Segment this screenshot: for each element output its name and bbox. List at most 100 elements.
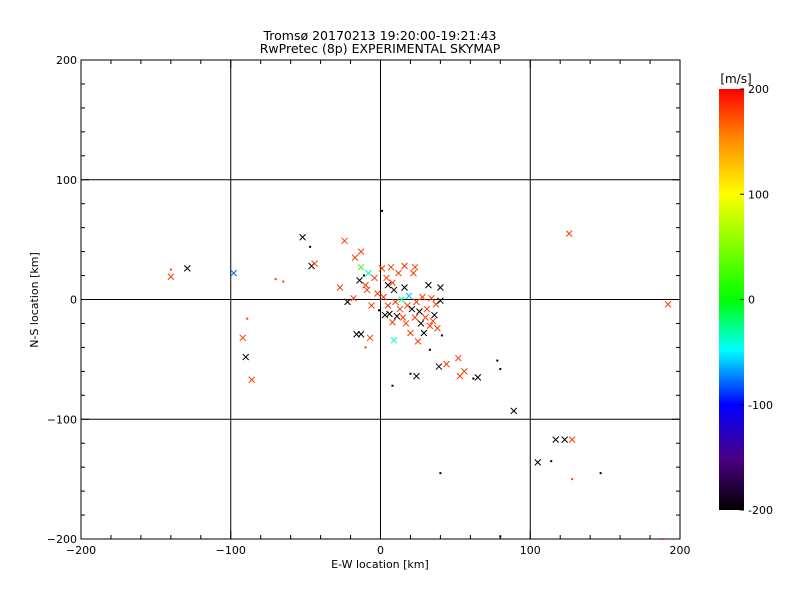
data-point-cross: [561, 436, 569, 443]
data-point-cross: [435, 363, 443, 370]
data-point-stroke: [390, 336, 398, 344]
data-point-stroke: [378, 265, 386, 272]
data-point-cross: [239, 334, 247, 342]
data-point-stroke: [398, 296, 405, 303]
data-point-cross: [414, 338, 422, 345]
data-point-stroke: [417, 320, 425, 327]
data-point-cross: [341, 237, 348, 245]
data-point-stroke: [422, 314, 429, 321]
data-point-cross: [405, 292, 413, 300]
data-point-cross: [344, 298, 351, 306]
x-tick-label: 100: [520, 544, 541, 557]
data-point-cross: [428, 294, 435, 302]
data-point-cross: [426, 322, 434, 330]
data-point-stroke: [393, 312, 401, 320]
data-point-stroke: [390, 286, 398, 294]
data-point-stroke: [413, 298, 420, 306]
data-point-stroke: [239, 334, 247, 342]
data-point-stroke: [356, 276, 363, 284]
data-point-cross: [413, 372, 420, 380]
x-axis-label: E-W location [km]: [331, 558, 429, 571]
data-point-stroke: [423, 305, 431, 313]
data-point-stroke: [386, 310, 393, 318]
data-point-cross: [474, 373, 482, 381]
data-point-stroke: [413, 372, 420, 380]
data-point-cross: [368, 302, 375, 309]
data-point-stroke: [396, 305, 404, 313]
data-point-stroke: [461, 367, 468, 375]
data-point-stroke: [371, 274, 378, 282]
data-point-stroke: [561, 436, 569, 443]
data-point-stroke: [383, 274, 390, 282]
data-point-cross: [183, 265, 191, 272]
data-point-dot: [309, 245, 312, 248]
data-point-stroke: [365, 269, 372, 277]
data-point-stroke: [425, 281, 432, 289]
data-point-cross: [363, 286, 371, 294]
data-point-stroke: [183, 265, 191, 272]
colorbar-tick-label: 200: [748, 83, 769, 96]
data-point-cross: [664, 300, 672, 308]
data-point-dot: [246, 317, 249, 320]
data-point-cross: [374, 290, 381, 297]
data-point-cross: [366, 334, 374, 342]
data-point-cross: [383, 274, 390, 282]
data-point-stroke: [407, 329, 414, 337]
data-point-stroke: [431, 311, 438, 319]
y-tick-label: 0: [70, 294, 77, 307]
data-point-stroke: [426, 322, 434, 330]
colorbar-tick-label: -100: [748, 399, 773, 412]
data-point-cross: [387, 263, 395, 271]
data-point-cross: [371, 274, 378, 282]
data-point-dot: [472, 377, 475, 380]
data-point-dot: [391, 384, 394, 387]
data-point-stroke: [299, 233, 306, 241]
data-point-cross: [408, 305, 416, 313]
data-point-stroke: [389, 279, 396, 287]
data-point-cross: [299, 233, 306, 241]
data-point-cross: [167, 273, 175, 281]
data-point-stroke: [416, 308, 423, 315]
data-point-stroke: [429, 317, 437, 325]
data-point-cross: [311, 260, 318, 267]
data-point-stroke: [437, 297, 444, 305]
data-point-stroke: [510, 407, 518, 415]
data-point-cross: [434, 324, 441, 332]
data-point-stroke: [552, 436, 560, 443]
data-point-cross: [336, 284, 344, 291]
data-point-cross: [357, 263, 365, 271]
data-point-cross: [565, 230, 573, 237]
data-point-cross: [411, 263, 419, 271]
data-point-dot: [496, 359, 499, 362]
data-point-cross: [380, 293, 387, 301]
data-point-stroke: [362, 281, 369, 289]
data-point-stroke: [311, 260, 318, 267]
data-point-dot: [499, 535, 502, 538]
data-point-stroke: [402, 320, 410, 327]
data-point-stroke: [474, 373, 482, 381]
data-point-stroke: [411, 314, 419, 321]
chart-subtitle: RwPretec (8p) EXPERIMENTAL SKYMAP: [260, 41, 501, 56]
data-point-stroke: [381, 311, 389, 319]
data-point-stroke: [341, 237, 348, 245]
data-point-stroke: [437, 284, 444, 291]
data-point-stroke: [384, 281, 392, 289]
data-point-cross: [386, 310, 393, 318]
colorbar-label: [m/s]: [720, 72, 751, 86]
data-point-dot: [169, 268, 172, 271]
data-point-stroke: [380, 293, 387, 301]
data-point-cross: [410, 269, 417, 277]
data-point-dot: [599, 472, 602, 475]
data-point-cross: [390, 336, 398, 344]
data-point-dot: [550, 460, 553, 463]
data-point-cross: [437, 284, 444, 291]
data-point-cross: [401, 284, 408, 291]
data-point-cross: [362, 281, 369, 289]
data-point-cross: [384, 281, 392, 289]
data-point-stroke: [410, 269, 417, 277]
data-point-stroke: [167, 273, 175, 281]
data-point-stroke: [405, 292, 413, 300]
data-point-stroke: [399, 314, 407, 321]
colorbar-tick-label: 0: [748, 294, 755, 307]
data-point-stroke: [432, 300, 440, 308]
